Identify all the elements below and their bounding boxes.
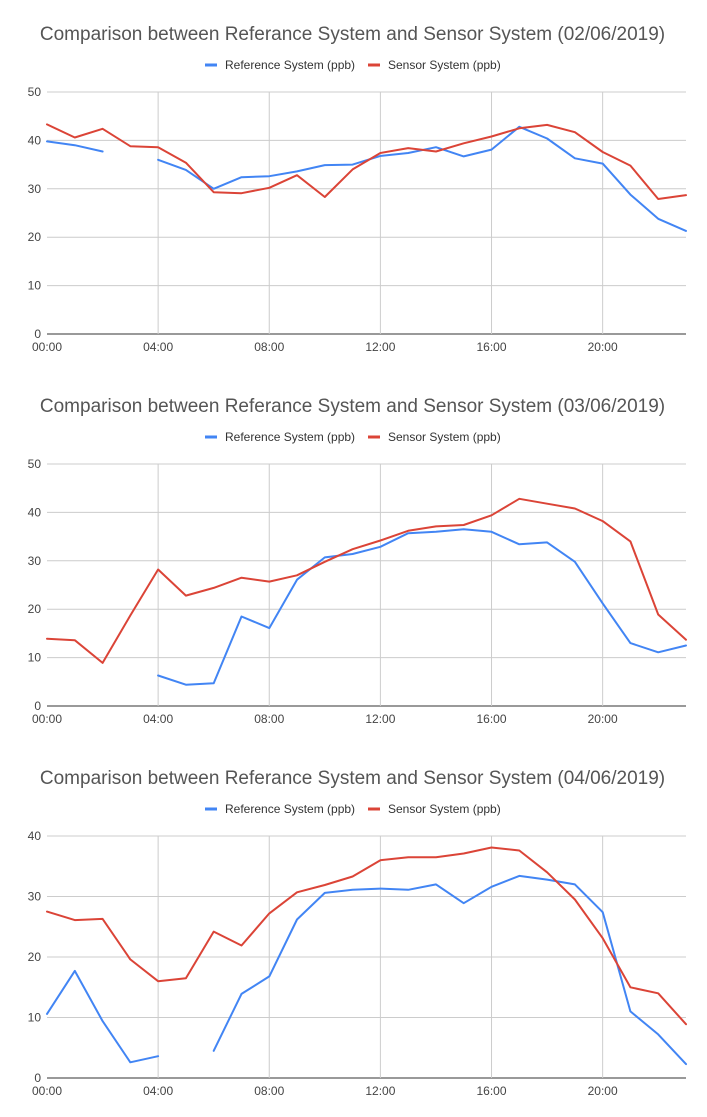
x-tick-label: 04:00 xyxy=(143,340,173,354)
x-tick-label: 16:00 xyxy=(477,340,507,354)
y-tick-label: 40 xyxy=(28,133,42,147)
x-tick-label: 00:00 xyxy=(32,340,62,354)
y-tick-label: 20 xyxy=(28,230,42,244)
chart-2: Comparison between Referance System and … xyxy=(0,372,707,744)
y-tick-label: 40 xyxy=(28,829,42,843)
y-tick-label: 30 xyxy=(28,890,42,904)
y-tick-label: 0 xyxy=(34,699,41,713)
x-tick-label: 08:00 xyxy=(254,712,284,726)
x-tick-label: 04:00 xyxy=(143,1084,173,1098)
x-tick-label: 20:00 xyxy=(588,712,618,726)
x-tick-label: 12:00 xyxy=(365,1084,395,1098)
chart-svg: Comparison between Referance System and … xyxy=(28,24,687,354)
chart-title: Comparison between Referance System and … xyxy=(40,24,665,45)
x-tick-label: 16:00 xyxy=(477,1084,507,1098)
series-line-2 xyxy=(46,123,687,200)
series-line-2 xyxy=(46,846,687,1026)
chart-1: Comparison between Referance System and … xyxy=(0,0,707,372)
y-tick-label: 20 xyxy=(28,950,42,964)
legend-label-1: Reference System (ppb) xyxy=(225,430,355,444)
x-tick-label: 08:00 xyxy=(254,1084,284,1098)
x-tick-label: 12:00 xyxy=(365,712,395,726)
y-tick-label: 10 xyxy=(28,651,42,665)
x-tick-label: 00:00 xyxy=(32,1084,62,1098)
y-tick-label: 10 xyxy=(28,279,42,293)
series-line-2 xyxy=(46,497,687,664)
series-line-1 xyxy=(46,874,687,1066)
x-tick-label: 00:00 xyxy=(32,712,62,726)
x-tick-label: 04:00 xyxy=(143,712,173,726)
y-tick-label: 20 xyxy=(28,602,42,616)
chart-title: Comparison between Referance System and … xyxy=(40,768,665,789)
y-tick-label: 10 xyxy=(28,1011,42,1025)
y-tick-label: 30 xyxy=(28,554,42,568)
legend-label-1: Reference System (ppb) xyxy=(225,802,355,816)
legend-label-2: Sensor System (ppb) xyxy=(388,430,501,444)
chart-3: Comparison between Referance System and … xyxy=(0,744,707,1116)
x-tick-label: 08:00 xyxy=(254,340,284,354)
chart-title: Comparison between Referance System and … xyxy=(40,396,665,417)
x-tick-label: 20:00 xyxy=(588,1084,618,1098)
chart-svg: Comparison between Referance System and … xyxy=(28,396,687,726)
y-tick-label: 30 xyxy=(28,182,42,196)
x-tick-label: 12:00 xyxy=(365,340,395,354)
series-line-1 xyxy=(157,528,687,686)
y-tick-label: 0 xyxy=(34,327,41,341)
chart-svg: Comparison between Referance System and … xyxy=(28,768,687,1098)
y-tick-label: 50 xyxy=(28,85,42,99)
y-tick-label: 0 xyxy=(34,1071,41,1085)
legend-label-1: Reference System (ppb) xyxy=(225,58,355,72)
x-tick-label: 16:00 xyxy=(477,712,507,726)
legend-label-2: Sensor System (ppb) xyxy=(388,58,501,72)
legend-label-2: Sensor System (ppb) xyxy=(388,802,501,816)
x-tick-label: 20:00 xyxy=(588,340,618,354)
y-tick-label: 40 xyxy=(28,505,42,519)
y-tick-label: 50 xyxy=(28,457,42,471)
